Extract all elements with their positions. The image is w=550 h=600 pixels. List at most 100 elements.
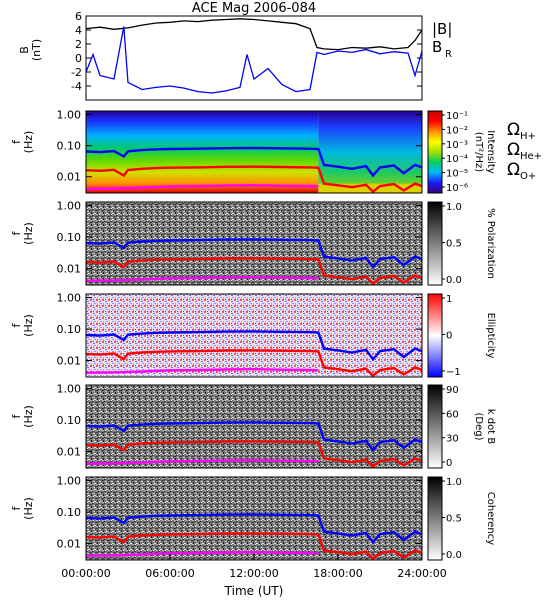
colorbar-tick-label: 1.0 [446,477,462,488]
yunits: (Hz) [22,497,35,520]
line-omega-h [85,513,423,545]
line-omega-h [85,146,423,178]
ytick-label: 0.10 [57,506,82,519]
line-omega-he [85,349,423,378]
chart-title: ACE Mag 2006-084 [192,1,316,16]
panel-frame [85,201,423,286]
spectrogram-image [86,111,319,193]
line-omega-o [85,367,319,374]
ytick-label: 0.01 [57,355,82,368]
ytick-label: 1.00 [57,200,82,213]
colorbar-tick-label: 0 [446,458,452,469]
colorbar [427,201,443,286]
spectrogram-image-post [318,111,422,193]
yunits: (nT) [30,39,43,61]
line-omega-he [85,440,423,469]
xtick-label: 06:00:00 [145,567,194,580]
line-omega-o [85,184,319,190]
panel-2: 1.00 0.10 0.01 f (Hz) 10⁻¹ 10⁻² 10⁻³ 10⁻⁴ 10⁻⁵ 10⁻… [10,109,542,194]
xtick-label: 18:00:00 [313,567,362,580]
legend-omega-0: Ω [507,120,520,140]
panel-frame [85,293,423,378]
xtick-label: 24:00:00 [397,567,446,580]
ytick-label: -2 [71,66,82,79]
line-omega-he [85,257,423,286]
ytick-label: 0.10 [57,414,82,427]
ytick-label: 0.10 [57,140,82,153]
colorbar-tick-label: 1 [446,294,452,305]
colorbar [427,384,443,469]
line-omega-o [85,550,319,557]
legend-b-r-sub: R [445,49,452,60]
line-omega-o [85,275,319,282]
line-omega-he [85,532,423,561]
ytick-label: 0.01 [57,538,82,551]
panel-4: 1.00 0.10 0.01 f (Hz) 1 0 −1 Ellipticity [10,292,496,378]
yunits: (Hz) [22,314,35,337]
legend-omega-sub-2: O+ [520,171,536,182]
colorbar-tick-label: 10⁻¹ [446,111,468,122]
line-omega-h [85,238,423,270]
xtick-label: 12:00:00 [229,567,278,580]
ylabel: f [10,322,23,327]
ellipticity-image [86,294,422,377]
colorbar-tick-label: 0.0 [446,550,462,561]
colorbar [427,293,443,378]
colorbar-tick-label: 10⁻⁶ [446,183,468,194]
colorbar-label: Coherency [485,492,496,545]
series-line-b-total [85,18,423,51]
panel-frame [85,110,423,194]
series-line-b-r [85,26,423,94]
colorbar [427,110,443,194]
panel-5: 1.00 0.10 0.01 f (Hz) 90 60 30 0 k dot B(Deg) [10,383,496,469]
ytick-label: 4 [75,24,82,37]
panel-3: 1.00 0.10 0.01 f (Hz) 1.0 0.5 0.0 % Polarization [10,200,496,286]
colorbar-tick-label: 30 [446,434,459,445]
panel-6: 1.00 0.10 0.01 f (Hz) 1.0 0.5 0.0 Coherency [10,475,496,561]
colorbar-label: k dot B [485,409,496,445]
colorbar-tick-label: 10⁻⁵ [446,169,468,180]
panel-frame [85,15,423,101]
colorbar [427,476,443,561]
ytick-label: 1.00 [57,292,82,305]
ylabel: B [18,46,31,54]
ytick-label: 6 [75,10,82,23]
ytick-label: 2 [75,38,82,51]
ytick-label: 0.01 [57,446,82,459]
yunits: (Hz) [22,222,35,245]
grayscale-image [86,477,422,560]
colorbar-tick-label: 10⁻³ [446,140,468,151]
xlabel: Time (UT) [224,584,284,598]
colorbar-units: (nT²/Hz) [473,132,484,172]
line-omega-h [85,330,423,362]
legend-omega-1: Ω [507,140,520,160]
panel-frame [85,384,423,469]
colorbar-units: (Deg) [473,412,484,440]
legend-omega-sub-0: H+ [520,131,536,142]
line-omega-h [85,421,423,453]
ytick-label: 1.00 [57,475,82,488]
colorbar-tick-label: 1.0 [446,202,462,213]
xtick-label: 00:00:00 [61,567,110,580]
ylabel: f [10,139,23,144]
ylabel: f [10,413,23,418]
ytick-label: 0.01 [57,263,82,276]
yunits: (Hz) [22,131,35,154]
colorbar-label: % Polarization [485,208,496,279]
colorbar-tick-label: 0.5 [446,239,462,250]
legend-omega-2: Ω [507,160,520,180]
colorbar-label: Ellipticity [485,313,496,359]
ytick-label: -4 [71,80,82,93]
ylabel: f [10,230,23,235]
line-omega-he [85,165,423,194]
legend-b-r: B [432,38,442,56]
colorbar-label: Intensity [485,130,496,174]
colorbar-tick-label: 60 [446,409,459,420]
colorbar-tick-label: 10⁻⁴ [446,154,468,165]
colorbar-tick-label: 10⁻² [446,125,468,136]
line-omega-o [85,458,319,465]
ytick-label: 0.01 [57,171,82,184]
grayscale-image [86,385,422,468]
